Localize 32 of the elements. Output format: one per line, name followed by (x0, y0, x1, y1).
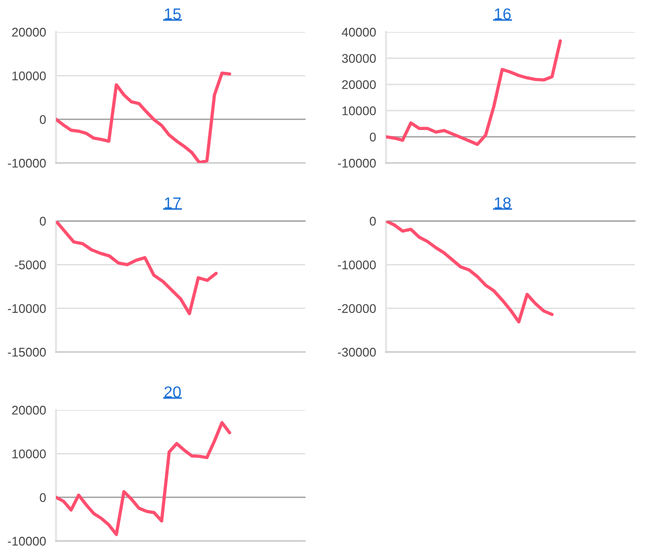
y-tick-label: 0 (370, 216, 376, 226)
y-tick-label: -10000 (338, 260, 376, 270)
line-series (386, 221, 554, 324)
y-tick-label: -10000 (8, 536, 46, 546)
y-tick-label: 10000 (12, 449, 46, 458)
y-tick-label: 20000 (12, 28, 46, 37)
y-tick-label: 20000 (342, 80, 376, 90)
line-series (56, 421, 232, 536)
y-tick-label: 20000 (12, 406, 46, 415)
chart-title: 18 (494, 197, 511, 209)
y-tick-label: 40000 (342, 28, 376, 37)
y-tick-label: -10000 (8, 304, 46, 313)
y-tick-label: 0 (370, 132, 376, 142)
y-tick-label: -5000 (14, 260, 46, 270)
y-tick-label: 0 (40, 493, 46, 502)
y-tick-label: 10000 (342, 106, 376, 116)
chart-title: 20 (164, 386, 181, 398)
y-tick-label: -10000 (338, 158, 376, 168)
line-series (56, 71, 232, 163)
chart-title: 17 (164, 198, 181, 208)
y-tick-label: 30000 (342, 54, 376, 63)
line-series (386, 39, 562, 146)
y-tick-label: -20000 (338, 304, 376, 313)
chart-title: 15 (164, 8, 181, 20)
y-tick-label: 0 (40, 216, 46, 226)
chart-title: 16 (494, 8, 511, 20)
y-tick-label: -30000 (338, 348, 376, 357)
y-tick-label: -10000 (8, 158, 46, 168)
y-tick-label: 0 (40, 115, 46, 124)
y-tick-label: -15000 (8, 348, 46, 357)
line-series (56, 221, 218, 316)
y-tick-label: 10000 (12, 71, 46, 80)
